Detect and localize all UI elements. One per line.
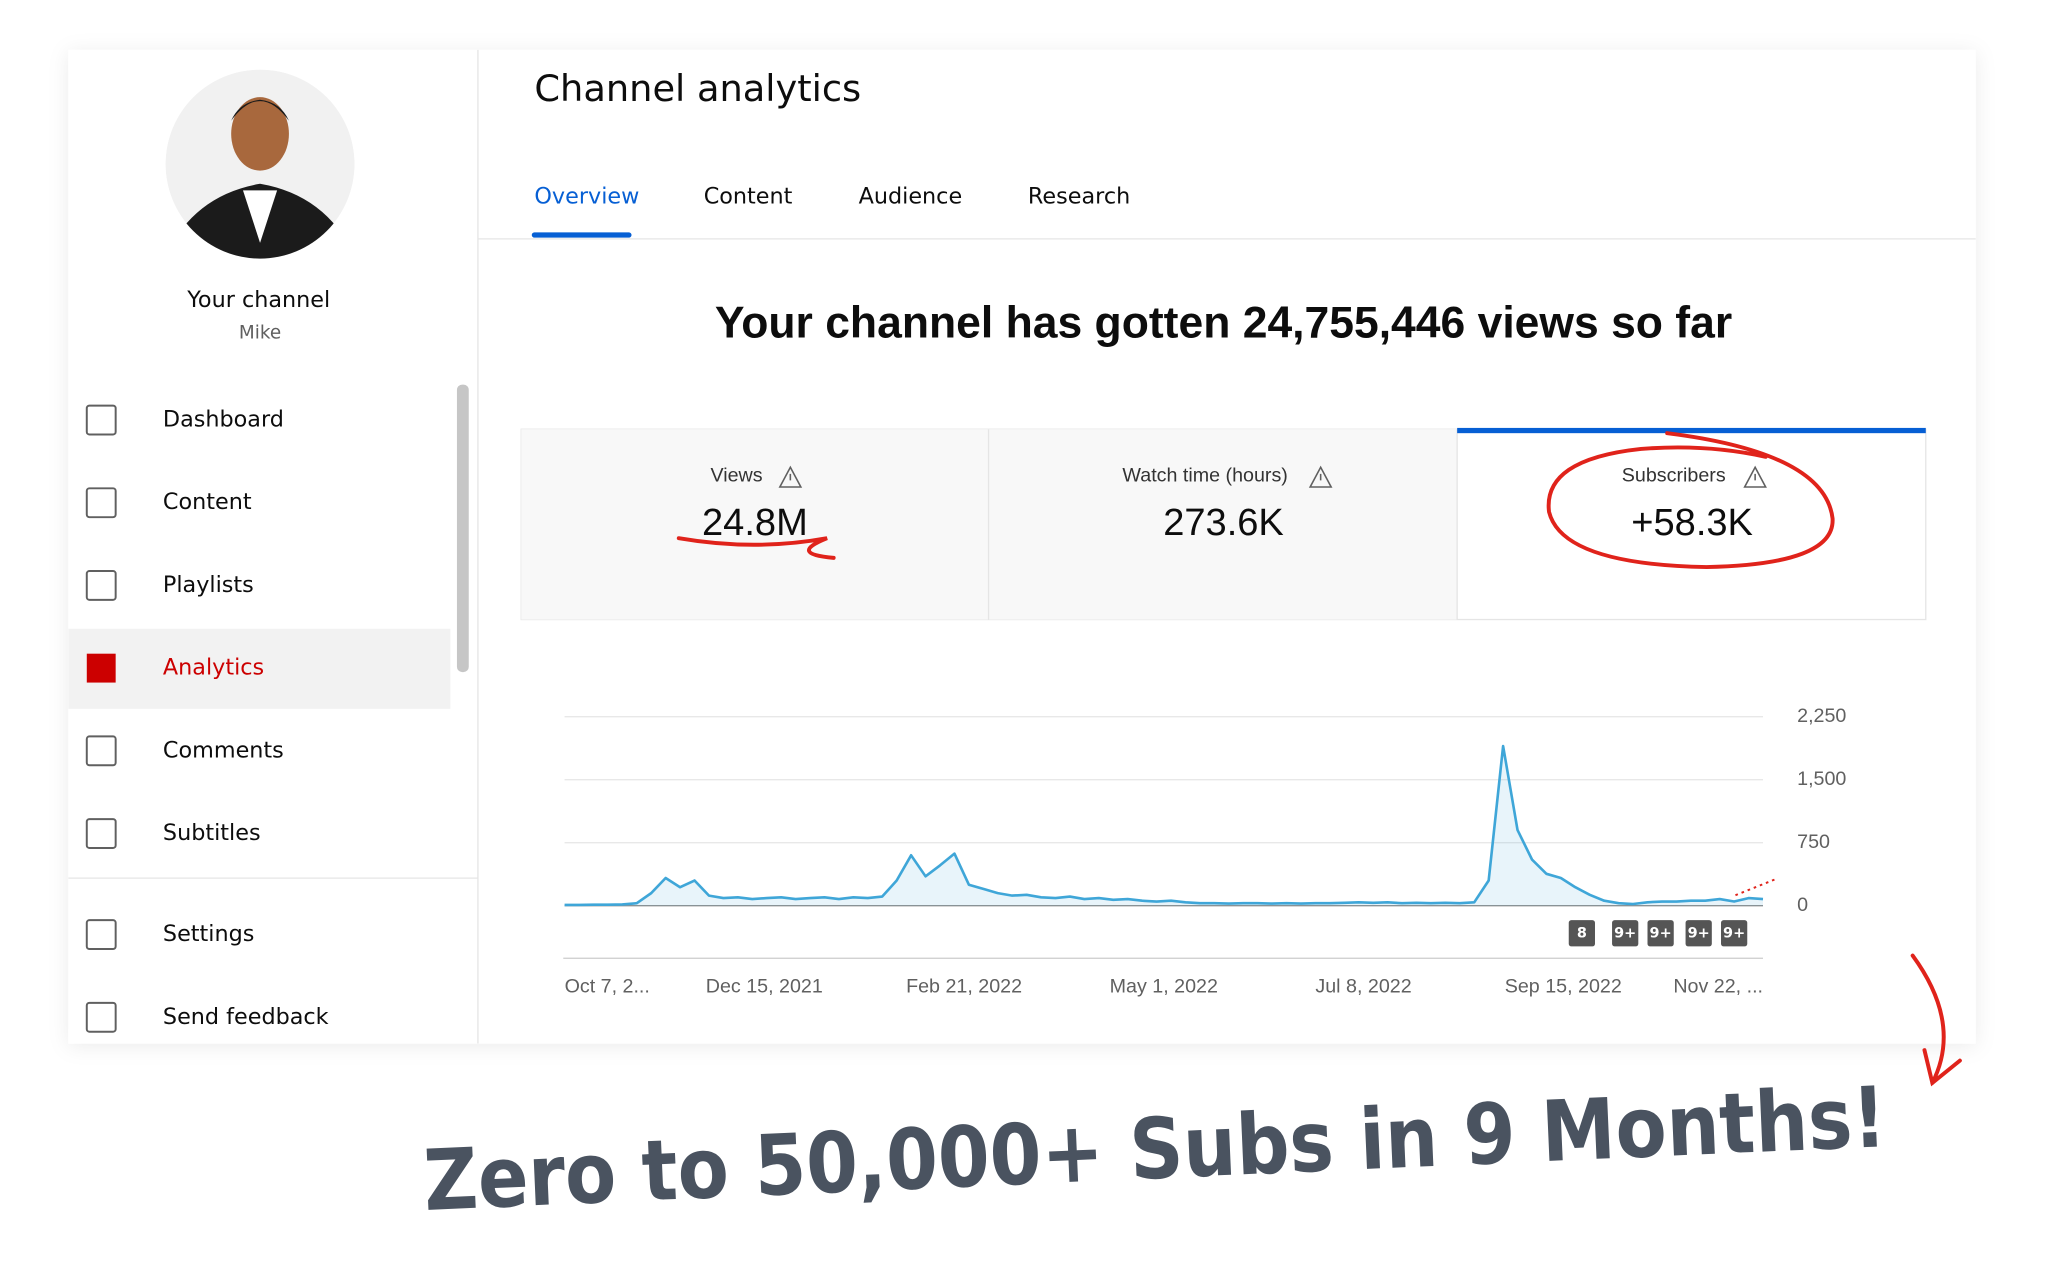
badge-label: 9+ bbox=[1723, 925, 1745, 941]
nav-active-bg bbox=[68, 628, 451, 709]
metric-selected-bar bbox=[1457, 427, 1926, 434]
page-title: Channel analytics bbox=[534, 67, 861, 110]
forecast-dots bbox=[1735, 878, 1776, 897]
tab[interactable]: Research bbox=[1028, 183, 1130, 209]
warning-icon bbox=[778, 465, 803, 488]
badge[interactable] bbox=[1685, 920, 1712, 947]
x-tick-label: Oct 7, 2... bbox=[565, 975, 650, 997]
y-tick-label: 1,500 bbox=[1797, 768, 1846, 790]
x-tick-label: May 1, 2022 bbox=[1110, 975, 1218, 997]
scrollbar[interactable] bbox=[456, 384, 469, 673]
area bbox=[564, 746, 1764, 906]
nav-item[interactable]: Subtitles bbox=[163, 820, 261, 846]
channel-name: Mike bbox=[239, 322, 281, 343]
badge-label: 9+ bbox=[1614, 925, 1636, 941]
metric-label: Views bbox=[710, 465, 762, 487]
nav-icon bbox=[85, 735, 117, 767]
badge-label: 9+ bbox=[1650, 925, 1672, 941]
tab[interactable]: Audience bbox=[859, 183, 963, 209]
caption: Zero to 50,000+ Subs in 9 Months! bbox=[422, 1068, 1888, 1230]
channel-label: Your channel bbox=[186, 287, 330, 313]
metric-label: Subscribers bbox=[1622, 465, 1726, 487]
badge[interactable] bbox=[1612, 920, 1639, 947]
x-tick-label: Feb 21, 2022 bbox=[906, 975, 1022, 997]
tab-indicator bbox=[531, 232, 632, 238]
nav-icon bbox=[86, 653, 116, 683]
nav-icon bbox=[85, 487, 117, 519]
tab[interactable]: Overview bbox=[534, 183, 639, 209]
y-tick-label: 2,250 bbox=[1797, 705, 1846, 727]
metric-value: 273.6K bbox=[1163, 502, 1284, 544]
badge-label: 9+ bbox=[1688, 925, 1710, 941]
nav-item[interactable]: Content bbox=[163, 489, 252, 515]
nav-item[interactable]: Settings bbox=[163, 921, 254, 947]
line bbox=[564, 744, 1764, 907]
x-tick-label: Nov 22, ... bbox=[1673, 975, 1763, 997]
annotation-underline bbox=[676, 536, 836, 560]
nav-icon bbox=[85, 1001, 117, 1033]
badge[interactable] bbox=[1647, 920, 1674, 947]
nav-item[interactable]: Comments bbox=[163, 737, 284, 763]
warning-icon bbox=[1308, 465, 1333, 488]
nav-icon bbox=[85, 919, 117, 951]
y-tick-label: 750 bbox=[1797, 831, 1830, 853]
warning-icon bbox=[1743, 465, 1767, 488]
x-tick-label: Sep 15, 2022 bbox=[1505, 975, 1622, 997]
nav-item[interactable]: Dashboard bbox=[163, 407, 284, 433]
nav-icon bbox=[85, 818, 117, 849]
headline: Your channel has gotten 24,755,446 views… bbox=[715, 298, 1732, 347]
annotation-circle bbox=[1546, 431, 1835, 570]
badge[interactable] bbox=[1721, 920, 1748, 947]
tab[interactable]: Content bbox=[704, 183, 793, 209]
nav-icon bbox=[85, 570, 117, 601]
badge-label: 8 bbox=[1577, 925, 1587, 941]
nav-icon bbox=[85, 404, 117, 436]
metric-value: +58.3K bbox=[1631, 502, 1753, 544]
x-tick-label: Jul 8, 2022 bbox=[1315, 975, 1411, 997]
nav-item[interactable]: Playlists bbox=[163, 572, 254, 598]
nav-item[interactable]: Send feedback bbox=[163, 1004, 329, 1030]
y-tick-label: 0 bbox=[1797, 894, 1808, 916]
annotation-arrow bbox=[1910, 953, 1962, 1087]
metric-label: Watch time (hours) bbox=[1122, 465, 1287, 487]
nav-item[interactable]: Analytics bbox=[163, 655, 264, 681]
badge[interactable] bbox=[1568, 920, 1595, 947]
metric-value: 24.8M bbox=[702, 502, 808, 544]
x-tick-label: Dec 15, 2021 bbox=[706, 975, 823, 997]
